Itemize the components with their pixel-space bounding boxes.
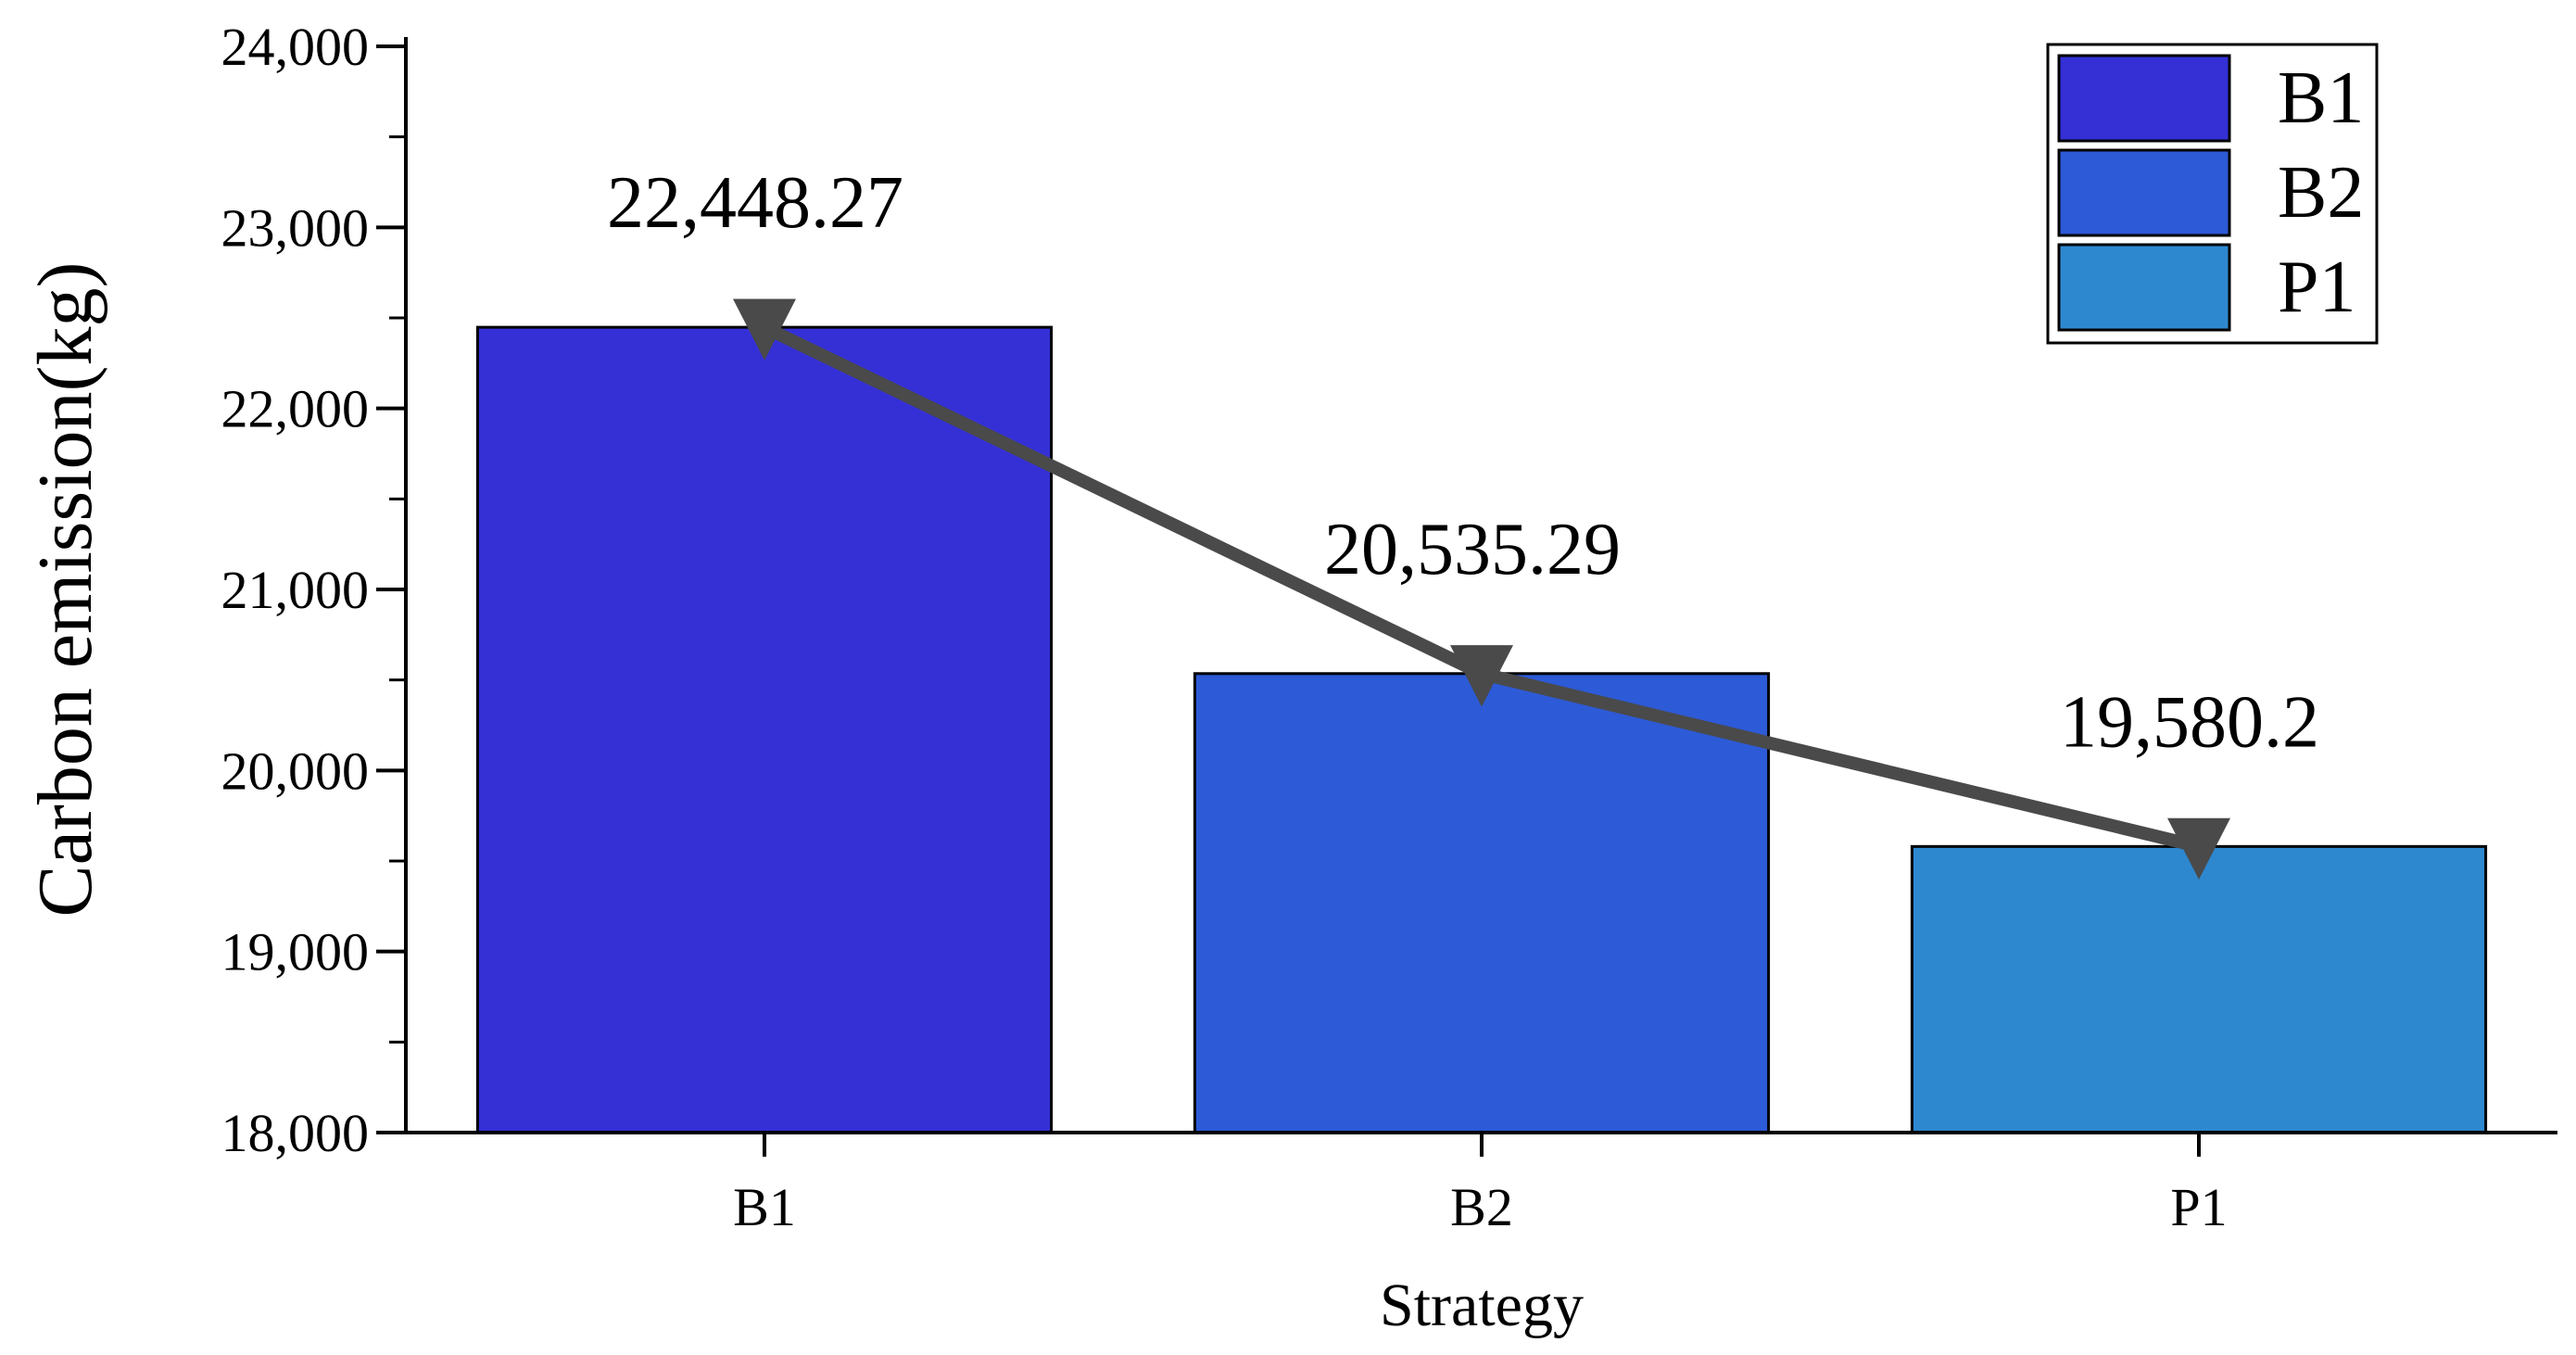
marker-b1 — [733, 298, 796, 361]
x-tick-label-b2: B2 — [1450, 1177, 1513, 1237]
legend-label-b2: B2 — [2278, 152, 2364, 234]
data-label-b1: 22,448.27 — [607, 162, 903, 244]
y-tick-label: 20,000 — [221, 741, 370, 801]
marker-b2 — [1450, 645, 1513, 707]
legend-swatch-b1 — [2057, 54, 2231, 143]
x-axis-title: Strategy — [1380, 1272, 1584, 1339]
ticks-group: 18,000 19,000 20,000 21,000 22,000 23,000 24,0… — [221, 17, 2228, 1237]
y-tick-label: 18,000 — [221, 1103, 370, 1163]
data-label-b2: 20,535.29 — [1324, 509, 1621, 590]
legend-label-p1: P1 — [2278, 247, 2356, 328]
legend-swatch-b2 — [2057, 148, 2231, 237]
bar-b1 — [475, 325, 1054, 1134]
bar-p1 — [1910, 844, 2488, 1134]
y-tick-label: 24,000 — [221, 17, 370, 77]
legend-label-b1: B1 — [2278, 57, 2364, 139]
bar-b2 — [1193, 672, 1771, 1134]
x-tick-label-p1: P1 — [2170, 1177, 2227, 1237]
legend: B1 B2 P1 — [2046, 43, 2379, 345]
y-axis-title: Carbon emission(kg) — [22, 262, 108, 918]
trend-line-group — [733, 298, 2230, 880]
y-tick-label: 22,000 — [221, 379, 370, 439]
marker-p1 — [2167, 817, 2230, 880]
legend-swatch-p1 — [2057, 243, 2231, 332]
data-labels-group: 22,448.27 20,535.29 19,580.2 — [607, 162, 2319, 763]
y-tick-label: 21,000 — [221, 560, 370, 620]
y-tick-label: 19,000 — [221, 922, 370, 982]
data-label-p1: 19,580.2 — [2060, 681, 2319, 763]
x-tick-label-b1: B1 — [733, 1177, 796, 1237]
y-tick-label: 23,000 — [221, 197, 370, 258]
